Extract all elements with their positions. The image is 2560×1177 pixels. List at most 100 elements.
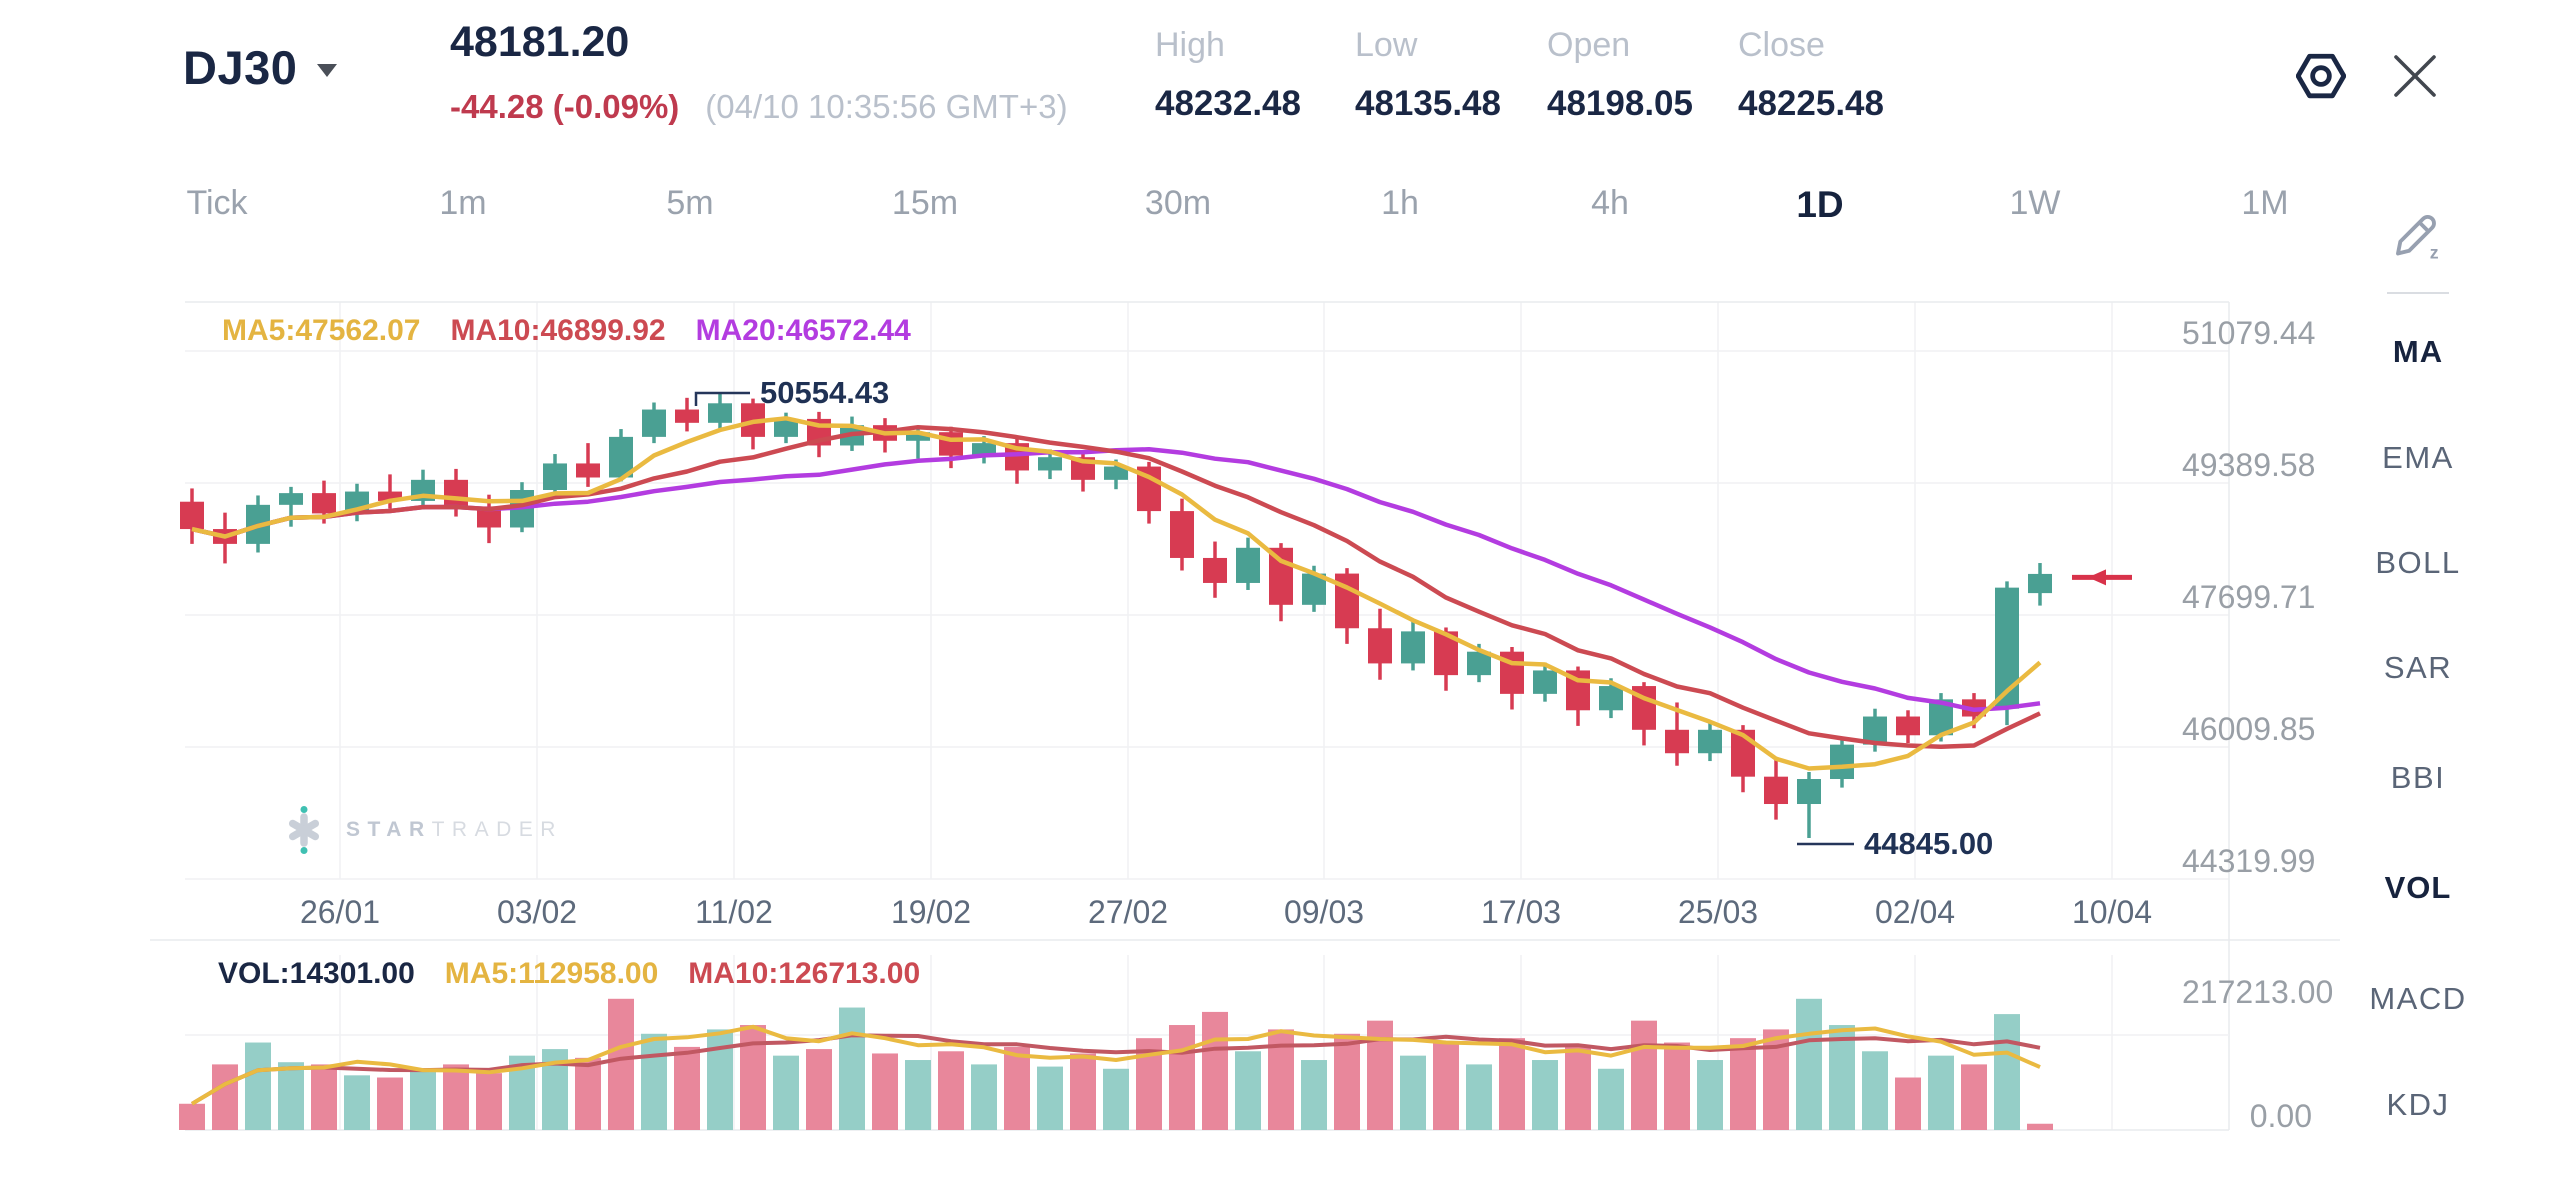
stat-low-label: Low [1355, 26, 1418, 64]
quote-timestamp: (04/10 10:35:56 GMT+3) [705, 88, 1068, 125]
volume-bar [1697, 1060, 1723, 1130]
volume-bar [1829, 1025, 1855, 1130]
volume-bar [1004, 1046, 1030, 1130]
volume-bar [1235, 1051, 1261, 1130]
y-axis-label: 46009.85 [2182, 711, 2316, 747]
candlestick [1533, 670, 1557, 694]
candlestick [1170, 511, 1194, 558]
x-axis-label: 09/03 [1283, 894, 1365, 930]
price-change: -44.28 (-0.09%) [450, 88, 680, 125]
volume-axis-label: 217213.00 [2182, 974, 2334, 1010]
y-axis-label: 51079.44 [2182, 315, 2316, 351]
ma10-line [191, 424, 2041, 750]
candlestick [1698, 729, 1722, 754]
volume-bar [278, 1062, 304, 1130]
indicator-vol[interactable]: VOL [2384, 870, 2452, 905]
close-icon[interactable] [2392, 53, 2438, 99]
volume-bar [1664, 1042, 1690, 1130]
candlestick [1665, 729, 1689, 754]
volume-bar [410, 1070, 436, 1130]
candlestick [708, 403, 732, 423]
candlestick [378, 491, 402, 501]
indicator-boll[interactable]: BOLL [2375, 545, 2461, 580]
timeframe-4h[interactable]: 4h [1591, 184, 1629, 222]
volume-bar [1103, 1068, 1129, 1130]
volume-bar [311, 1064, 337, 1130]
timeframe-1m[interactable]: 1m [439, 184, 487, 222]
volume-bar [1928, 1055, 1954, 1130]
volume-bar [1565, 1046, 1591, 1130]
indicator-ma[interactable]: MA [2392, 334, 2444, 369]
stat-close-label: Close [1738, 26, 1825, 64]
candlestick [2028, 573, 2052, 594]
volume-bar [707, 1029, 733, 1130]
stat-low-value: 48135.48 [1355, 84, 1501, 123]
high-annotation-line [694, 391, 750, 407]
x-axis-label: 26/01 [299, 894, 381, 930]
indicator-bbi[interactable]: BBI [2390, 760, 2446, 795]
candlestick [477, 506, 501, 528]
vol-ma5-legend: MA5:112958.00 [444, 957, 659, 990]
x-axis-label: 03/02 [496, 894, 578, 930]
volume-bar [1334, 1033, 1360, 1130]
stat-high-label: High [1155, 26, 1225, 64]
draw-tools-icon[interactable]: z [2391, 204, 2445, 260]
volume-bar [1862, 1051, 1888, 1130]
timeframe-1m[interactable]: 1M [2241, 184, 2289, 222]
volume-bar [608, 998, 634, 1130]
volume-bar [443, 1064, 469, 1130]
candlestick [543, 463, 567, 490]
timeframe-1w[interactable]: 1W [2009, 184, 2061, 222]
volume-bar [1169, 1025, 1195, 1130]
volume-bar [806, 1049, 832, 1130]
timeframe-1d[interactable]: 1D [1796, 184, 1844, 225]
high-price-annotation: 50554.43 [760, 375, 890, 410]
volume-bar [1961, 1064, 1987, 1130]
volume-bar [1301, 1060, 1327, 1130]
indicator-sar[interactable]: SAR [2383, 650, 2453, 685]
volume-bar [1730, 1038, 1756, 1130]
ma10-legend: MA10:46899.92 [450, 314, 666, 347]
volume-bar [1796, 998, 1822, 1130]
x-axis-label: 17/03 [1480, 894, 1562, 930]
vol-value-legend: VOL:14301.00 [218, 957, 415, 990]
x-axis-label: 27/02 [1087, 894, 1169, 930]
volume-bar [773, 1055, 799, 1130]
timeframe-15m[interactable]: 15m [891, 184, 959, 222]
candlestick [1401, 631, 1425, 664]
watermark-star: STAR [346, 818, 432, 841]
timeframe-1h[interactable]: 1h [1381, 184, 1419, 222]
settings-icon[interactable] [2296, 51, 2346, 101]
candlestick [1269, 547, 1293, 605]
indicator-macd[interactable]: MACD [2369, 981, 2467, 1016]
volume-bar [971, 1064, 997, 1130]
timeframe-5m[interactable]: 5m [666, 184, 714, 222]
volume-bar [377, 1077, 403, 1130]
timeframe-tick[interactable]: Tick [186, 184, 248, 222]
candlestick [279, 493, 303, 505]
watermark-trader: TRADER [431, 818, 563, 841]
candlestick [1599, 686, 1623, 711]
timeframe-30m[interactable]: 30m [1144, 184, 1212, 222]
ma5-legend: MA5:47562.07 [222, 314, 421, 347]
indicator-kdj[interactable]: KDJ [2386, 1087, 2450, 1122]
volume-axis-label: 0.00 [2249, 1098, 2312, 1134]
volume-bar [1994, 1014, 2020, 1130]
watermark: STARTRADER [282, 806, 563, 854]
symbol-selector[interactable]: DJ30 [183, 40, 338, 95]
candlestick [972, 443, 996, 456]
ma-legend: MA5:47562.07 MA10:46899.92 MA20:46572.44 [222, 314, 911, 348]
candlestick [1104, 466, 1128, 480]
candlestick [1038, 457, 1062, 471]
volume-bar [1070, 1053, 1096, 1130]
candlestick [1797, 779, 1821, 805]
candlestick [642, 409, 666, 437]
current-price-marker-arrow [2088, 569, 2106, 586]
volume-bar [1499, 1038, 1525, 1130]
candlestick [675, 409, 699, 423]
caret-down-icon [317, 64, 338, 77]
volume-legend: VOL:14301.00 MA5:112958.00 MA10:126713.0… [218, 957, 920, 991]
indicator-ema[interactable]: EMA [2382, 440, 2454, 475]
x-axis-label: 02/04 [1874, 894, 1956, 930]
